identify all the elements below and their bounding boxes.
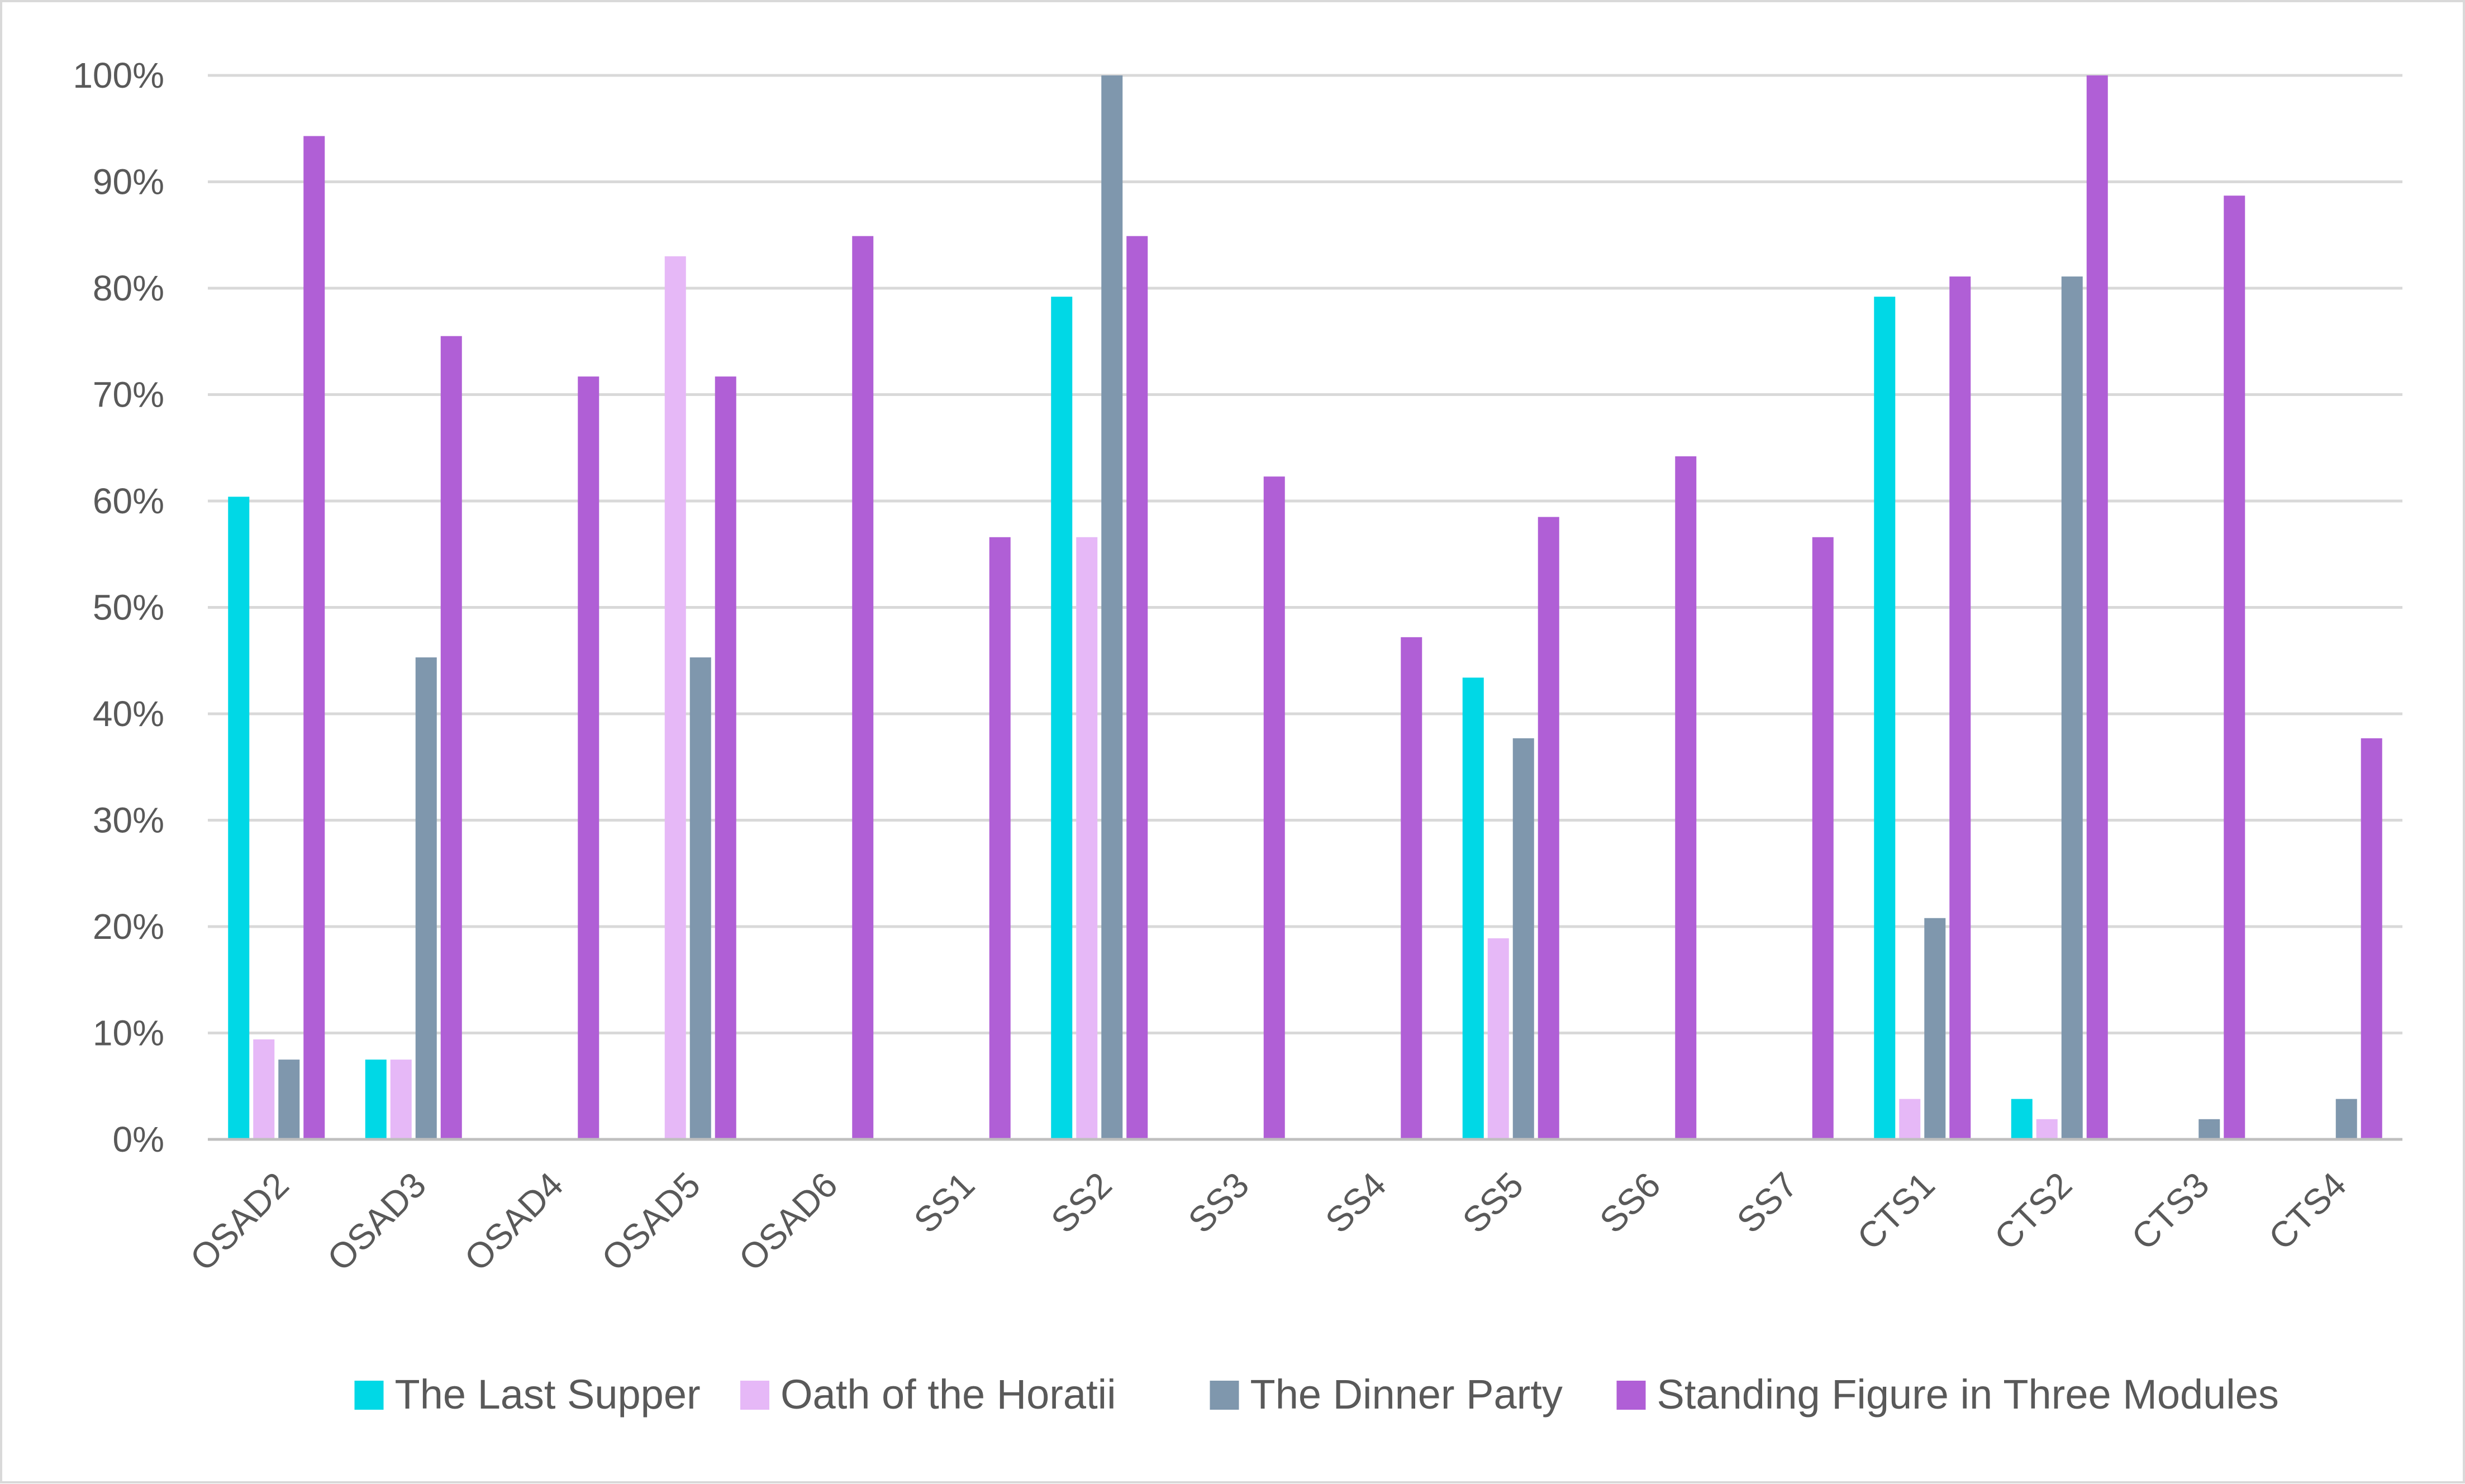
y-tick-label: 30%: [93, 800, 164, 841]
y-tick-labels: 0% 10% 20% 30% 40% 50% 60% 70% 80% 90% 100%: [73, 55, 164, 1159]
y-tick-label: 50%: [93, 588, 164, 628]
bars: [228, 75, 2382, 1140]
x-tick-label: CTS3: [2124, 1165, 2217, 1258]
x-tick-labels: OSAD2 OSAD3 OSAD4 OSAD5 OSAD6 SS1 SS2 SS3 SS4 SS5…: [182, 1165, 2354, 1278]
bar: [2086, 75, 2108, 1139]
bar: [278, 1060, 300, 1139]
bar: [852, 236, 874, 1139]
bar: [253, 1039, 275, 1139]
bar: [2061, 276, 2083, 1139]
legend-item: Oath of the Horatii: [740, 1371, 1116, 1418]
x-tick-label: CTS2: [1987, 1165, 2080, 1258]
bar: [578, 376, 599, 1139]
bar: [715, 376, 736, 1139]
x-tick-label: OSAD4: [456, 1165, 570, 1278]
bar: [1101, 75, 1123, 1139]
bar: [440, 336, 462, 1139]
bar: [365, 1060, 387, 1139]
bar: [1812, 537, 1834, 1139]
legend-swatch: [1616, 1381, 1646, 1410]
y-tick-label: 60%: [93, 481, 164, 521]
legend-label: Standing Figure in Three Modules: [1657, 1371, 2279, 1418]
legend-label: The Dinner Party: [1250, 1371, 1563, 1418]
x-tick-label: SS4: [1317, 1165, 1393, 1240]
legend-swatch: [740, 1381, 769, 1410]
legend-label: Oath of the Horatii: [781, 1371, 1116, 1418]
legend-item: The Last Supper: [354, 1371, 701, 1418]
bar: [228, 497, 250, 1139]
bar: [1051, 297, 1073, 1139]
bar: [1675, 456, 1697, 1139]
y-tick-label: 40%: [93, 694, 164, 734]
legend-swatch: [354, 1381, 384, 1410]
x-tick-label: OSAD5: [594, 1165, 708, 1278]
bar: [1512, 738, 1534, 1139]
bar: [1924, 918, 1946, 1139]
bar: [1949, 276, 1971, 1139]
bar: [1538, 517, 1559, 1140]
bar: [2224, 195, 2245, 1139]
legend-label: The Last Supper: [395, 1371, 701, 1418]
x-tick-label: CTS1: [1849, 1165, 1943, 1258]
x-tick-label: CTS4: [2261, 1165, 2354, 1258]
y-tick-label: 100%: [73, 55, 164, 96]
bar: [2036, 1119, 2058, 1139]
legend-swatch: [1210, 1381, 1239, 1410]
bar: [415, 657, 437, 1139]
x-tick-label: SS6: [1592, 1165, 1668, 1240]
bar: [2361, 738, 2382, 1139]
bar: [1462, 677, 1484, 1139]
x-tick-label: SS2: [1043, 1165, 1119, 1240]
y-tick-label: 10%: [93, 1013, 164, 1053]
bar: [1487, 938, 1509, 1139]
x-tick-label: SS7: [1729, 1165, 1805, 1240]
bar: [2335, 1099, 2357, 1139]
x-tick-label: OSAD3: [320, 1165, 434, 1278]
y-tick-label: 80%: [93, 268, 164, 308]
bar: [390, 1060, 412, 1139]
x-tick-label: OSAD2: [182, 1165, 296, 1278]
gridlines: [208, 74, 2402, 1034]
y-tick-label: 90%: [93, 162, 164, 202]
x-tick-label: SS3: [1181, 1165, 1257, 1240]
bar: [303, 136, 325, 1140]
y-tick-label: 20%: [93, 906, 164, 947]
x-tick-label: OSAD6: [731, 1165, 845, 1278]
bar: [2011, 1099, 2033, 1139]
bar: [689, 657, 711, 1139]
legend-item: Standing Figure in Three Modules: [1616, 1371, 2279, 1418]
bar: [1076, 537, 1098, 1139]
legend-item: The Dinner Party: [1210, 1371, 1563, 1418]
bar: [989, 537, 1011, 1139]
bar: [1401, 637, 1422, 1139]
bar: [1126, 236, 1148, 1139]
x-tick-label: SS1: [906, 1165, 982, 1240]
bar: [1899, 1099, 1921, 1139]
bar: [1874, 297, 1896, 1139]
bar: [2198, 1119, 2220, 1139]
y-tick-label: 70%: [93, 375, 164, 415]
legend: The Last Supper Oath of the Horatii The Di…: [354, 1371, 2279, 1418]
x-tick-label: SS5: [1455, 1165, 1531, 1240]
bar: [1263, 476, 1285, 1139]
y-tick-label: 0%: [113, 1119, 165, 1159]
bar: [664, 256, 686, 1140]
